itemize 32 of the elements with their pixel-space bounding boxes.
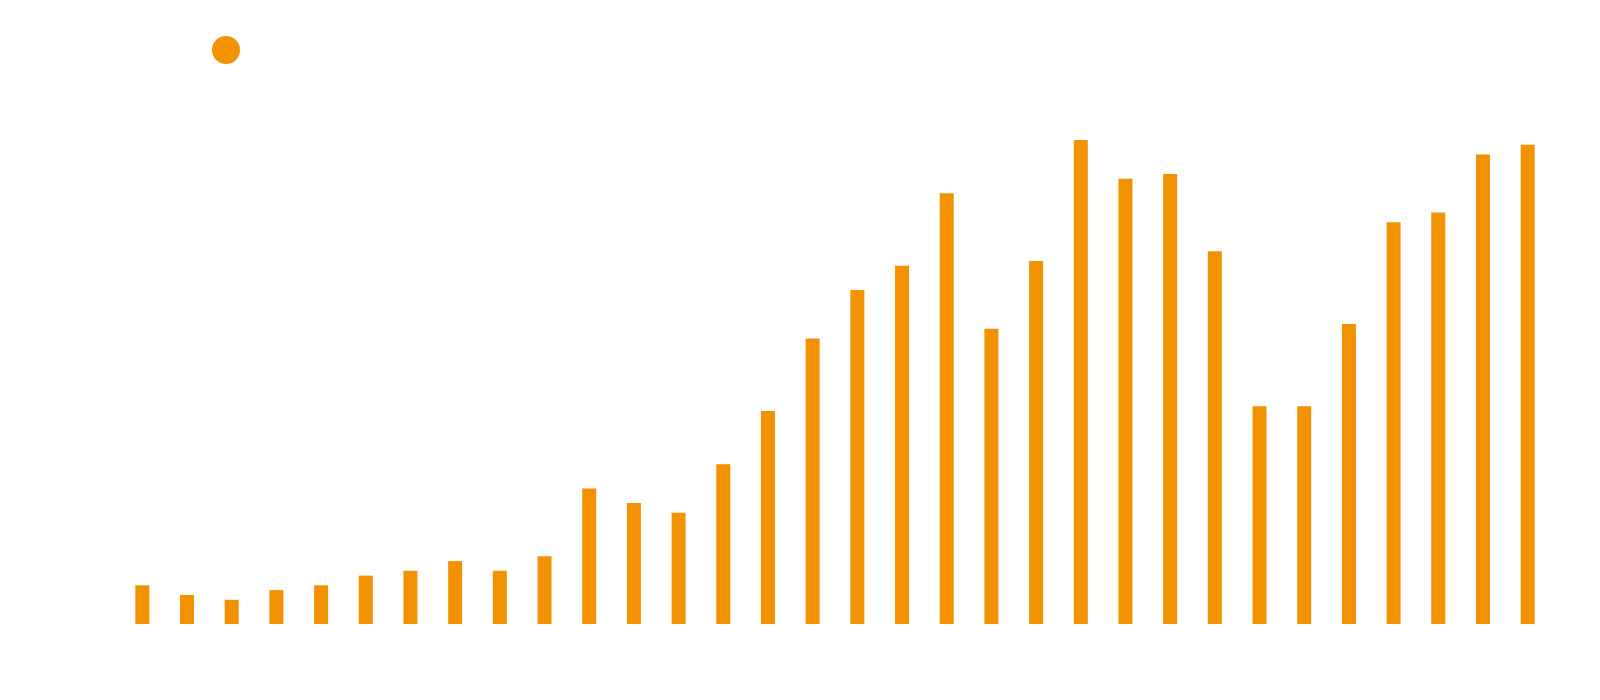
bar: [984, 328, 999, 624]
bar: [448, 561, 463, 624]
bar: [1386, 222, 1401, 624]
bar: [403, 570, 418, 624]
bar: [850, 290, 865, 624]
bar: [895, 265, 910, 624]
bar: [1073, 140, 1088, 624]
bar: [180, 594, 195, 624]
bar: [314, 585, 329, 624]
bar: [1431, 212, 1446, 624]
bar: [1475, 154, 1490, 624]
bar: [760, 411, 775, 624]
bar: [269, 590, 284, 624]
bar: [1520, 144, 1535, 624]
bar: [358, 575, 373, 624]
bar: [492, 570, 507, 624]
bar: [1118, 178, 1133, 624]
bar: [1341, 323, 1356, 624]
bar: [1163, 173, 1178, 624]
bar: [671, 512, 686, 624]
bar: [582, 488, 597, 624]
bar: [1297, 406, 1312, 624]
bar: [1029, 261, 1044, 624]
bar: [1207, 251, 1222, 624]
bar: [716, 464, 731, 624]
bar: [805, 338, 820, 624]
bar: [626, 503, 641, 624]
bar: [224, 599, 239, 624]
bar: [537, 556, 552, 624]
bar: [1252, 406, 1267, 624]
bar: [135, 585, 150, 624]
bar: [939, 193, 954, 624]
